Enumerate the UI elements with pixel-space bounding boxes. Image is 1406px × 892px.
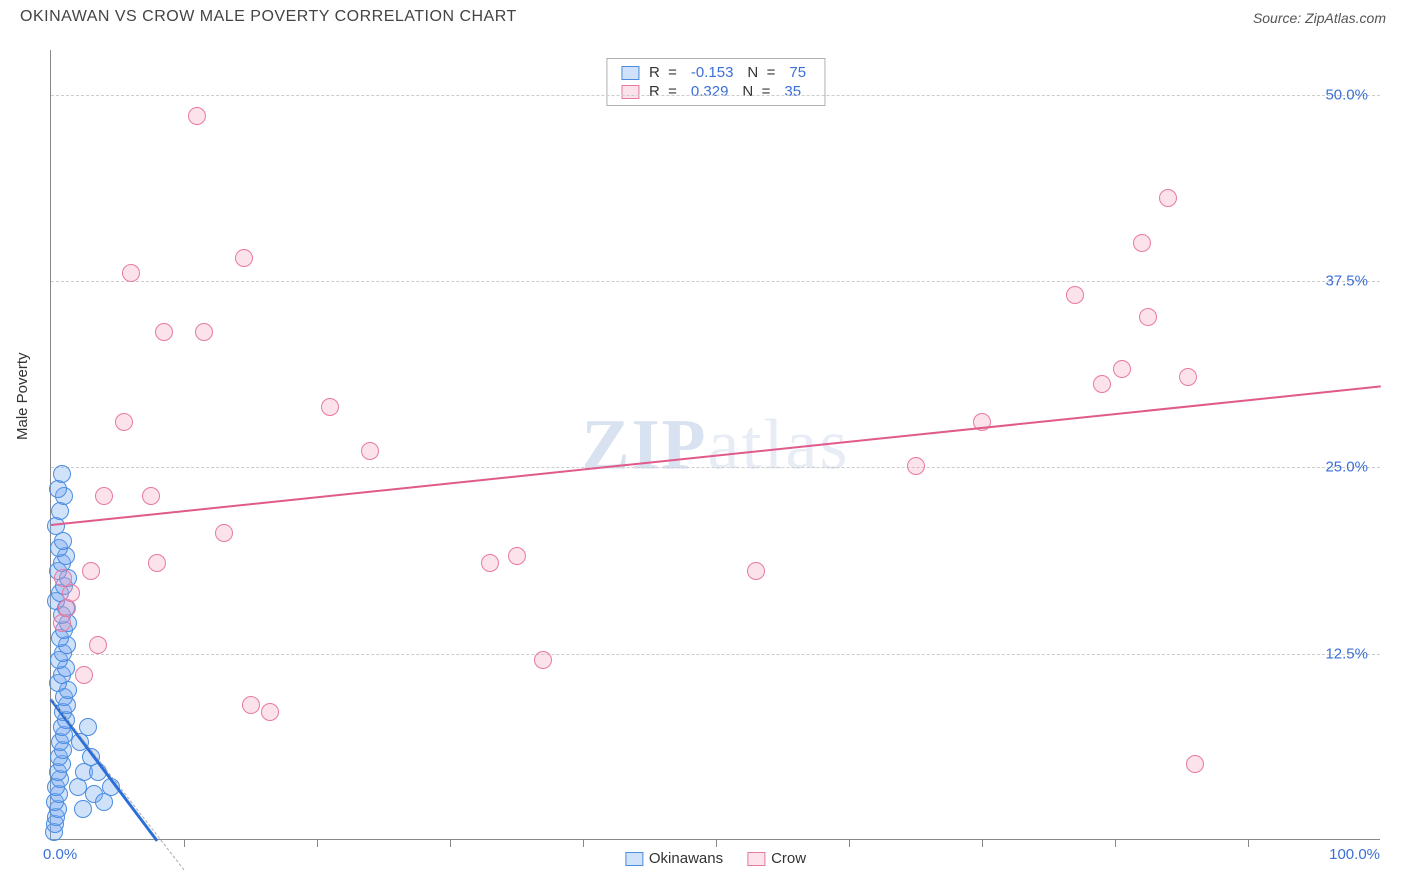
data-point [1159, 189, 1177, 207]
data-point [907, 457, 925, 475]
n-value: 35 [780, 83, 805, 100]
n-label: N = [747, 64, 775, 81]
x-tick [849, 839, 850, 847]
r-value: 0.329 [687, 83, 733, 100]
legend-label: Okinawans [649, 850, 723, 867]
data-point [261, 703, 279, 721]
legend-label: Crow [771, 850, 806, 867]
correlation-stats-box: R =-0.153N =75R =0.329N =35 [606, 58, 825, 106]
x-tick [450, 839, 451, 847]
x-axis-max-label: 100.0% [1329, 846, 1380, 863]
data-point [122, 264, 140, 282]
gridline [51, 467, 1380, 468]
x-tick [1248, 839, 1249, 847]
data-point [188, 107, 206, 125]
scatter-plot: ZIPatlas R =-0.153N =75R =0.329N =35 Oki… [50, 50, 1380, 840]
r-label: R = [649, 64, 677, 81]
data-point [534, 651, 552, 669]
series-legend: Okinawans Crow [625, 850, 806, 867]
data-point [79, 718, 97, 736]
stats-row: R = -0.153 N = 75 [607, 63, 824, 82]
data-point [481, 554, 499, 572]
data-point [155, 323, 173, 341]
trend-line [51, 385, 1381, 526]
legend-swatch [747, 852, 765, 866]
y-tick-label: 25.0% [1325, 459, 1368, 476]
legend-item: Okinawans [625, 850, 723, 867]
data-point [89, 636, 107, 654]
data-point [148, 554, 166, 572]
data-point [1133, 234, 1151, 252]
stats-row: R = 0.329 N = 35 [607, 82, 824, 101]
x-tick [184, 839, 185, 847]
data-point [82, 562, 100, 580]
gridline [51, 95, 1380, 96]
data-point [1066, 286, 1084, 304]
y-tick-label: 37.5% [1325, 273, 1368, 290]
source-attribution: Source: ZipAtlas.com [1253, 10, 1386, 26]
legend-item: Crow [747, 850, 806, 867]
data-point [74, 800, 92, 818]
x-tick [716, 839, 717, 847]
data-point [1113, 360, 1131, 378]
data-point [1179, 368, 1197, 386]
data-point [115, 413, 133, 431]
data-point [747, 562, 765, 580]
gridline [51, 654, 1380, 655]
x-axis-min-label: 0.0% [43, 846, 77, 863]
legend-swatch [625, 852, 643, 866]
x-tick [982, 839, 983, 847]
n-value: 75 [785, 64, 810, 81]
data-point [95, 487, 113, 505]
data-point [1093, 375, 1111, 393]
data-point [361, 442, 379, 460]
data-point [1186, 755, 1204, 773]
r-value: -0.153 [687, 64, 738, 81]
r-label: R = [649, 83, 677, 100]
y-axis-label: Male Poverty [14, 352, 31, 440]
chart-title: OKINAWAN VS CROW MALE POVERTY CORRELATIO… [20, 8, 517, 25]
data-point [195, 323, 213, 341]
data-point [1139, 308, 1157, 326]
data-point [75, 666, 93, 684]
legend-swatch [621, 85, 639, 99]
data-point [235, 249, 253, 267]
n-label: N = [742, 83, 770, 100]
y-tick-label: 12.5% [1325, 645, 1368, 662]
data-point [508, 547, 526, 565]
gridline [51, 281, 1380, 282]
data-point [53, 465, 71, 483]
legend-swatch [621, 66, 639, 80]
x-tick [583, 839, 584, 847]
data-point [215, 524, 233, 542]
data-point [142, 487, 160, 505]
data-point [242, 696, 260, 714]
data-point [321, 398, 339, 416]
data-point [54, 569, 72, 587]
x-tick [1115, 839, 1116, 847]
y-tick-label: 50.0% [1325, 86, 1368, 103]
x-tick [317, 839, 318, 847]
